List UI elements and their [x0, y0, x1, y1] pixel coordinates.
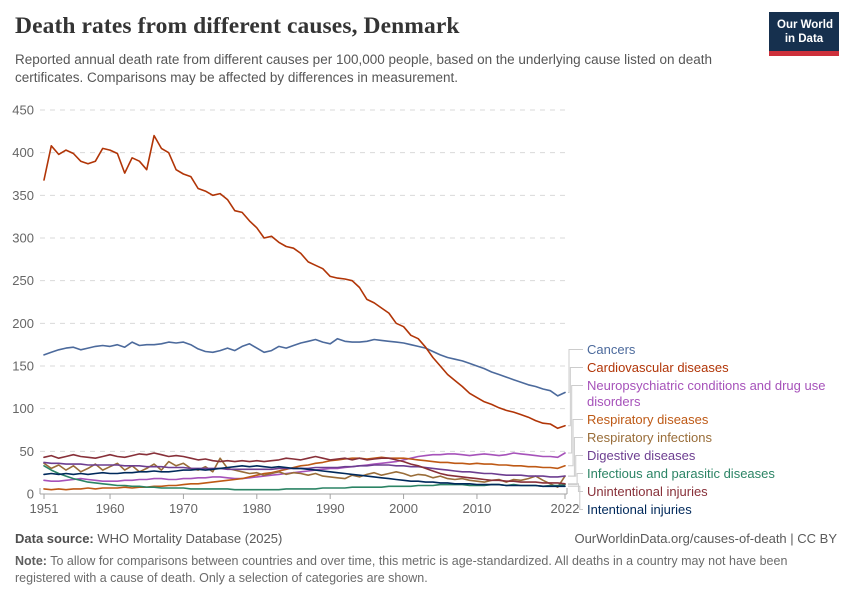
- series-line-cardiovascular-diseases[interactable]: [43, 134, 566, 430]
- legend-label-neuropsychiatric-conditions[interactable]: disorders: [587, 394, 641, 409]
- y-axis-label: 200: [12, 316, 34, 331]
- y-axis-label: 250: [12, 273, 34, 288]
- x-axis-label: 2000: [389, 501, 418, 516]
- series-line-intentional-injuries[interactable]: [43, 464, 566, 488]
- x-axis-label: 1980: [242, 501, 271, 516]
- legend-connector-respiratory-diseases: [568, 419, 583, 467]
- chart-subtitle: Reported annual death rate from differen…: [15, 52, 712, 86]
- legend-connector-unintentional-injuries: [568, 483, 583, 492]
- x-axis-label: 1990: [316, 501, 345, 516]
- series-line-cancers[interactable]: [43, 337, 566, 397]
- legend-label-unintentional-injuries[interactable]: Unintentional injuries: [587, 484, 708, 499]
- legend-connector-cardiovascular-diseases: [568, 367, 583, 427]
- footnote-label: Note:: [15, 554, 47, 568]
- y-axis-label: 300: [12, 231, 34, 246]
- data-source-value: WHO Mortality Database (2025): [97, 531, 283, 546]
- y-axis-label: 450: [12, 103, 34, 118]
- series-line-neuropsychiatric-conditions[interactable]: [43, 452, 566, 483]
- legend-label-cancers[interactable]: Cancers: [587, 342, 636, 357]
- y-axis-label: 400: [12, 145, 34, 160]
- x-axis-label: 2010: [462, 501, 491, 516]
- legend-label-intentional-injuries[interactable]: Intentional injuries: [587, 502, 692, 517]
- legend-label-cardiovascular-diseases[interactable]: Cardiovascular diseases: [587, 360, 729, 375]
- y-axis-label: 150: [12, 359, 34, 374]
- page-title: Death rates from different causes, Denma…: [15, 13, 460, 39]
- y-axis-label: 100: [12, 401, 34, 416]
- owid-logo-line2: in Data: [784, 33, 824, 46]
- series-line-unintentional-injuries[interactable]: [43, 452, 566, 485]
- footnote: Note: To allow for comparisons between c…: [15, 553, 839, 586]
- legend-connector-digestive-diseases: [568, 455, 583, 477]
- y-axis-label: 0: [27, 487, 34, 502]
- legend-label-digestive-diseases[interactable]: Digestive diseases: [587, 448, 696, 463]
- legend-connector-infectious-and-parasitic-diseases: [568, 473, 583, 486]
- footnote-text: To allow for comparisons between countri…: [15, 554, 788, 585]
- legend-label-neuropsychiatric-conditions[interactable]: Neuropsychiatric conditions and drug use: [587, 378, 825, 393]
- series-line-respiratory-diseases[interactable]: [43, 456, 566, 491]
- x-axis-label: 1960: [96, 501, 125, 516]
- owid-logo: Our World in Data: [769, 12, 839, 56]
- legend-connector-intentional-injuries: [568, 485, 583, 510]
- legend-connector-neuropsychiatric-conditions: [568, 385, 583, 454]
- series-line-infectious-and-parasitic-diseases[interactable]: [43, 464, 566, 491]
- x-axis-label: 1970: [169, 501, 198, 516]
- attribution: OurWorldinData.org/causes-of-death | CC …: [574, 531, 837, 546]
- legend-label-respiratory-diseases[interactable]: Respiratory diseases: [587, 412, 709, 427]
- legend-connector-cancers: [568, 349, 583, 393]
- y-axis-label: 350: [12, 188, 34, 203]
- x-axis-label: 1951: [30, 501, 59, 516]
- legend-label-respiratory-infections[interactable]: Respiratory infections: [587, 430, 712, 445]
- owid-logo-line1: Our World: [777, 19, 834, 31]
- y-axis-label: 50: [20, 444, 34, 459]
- footer-source-row: Data source: WHO Mortality Database (202…: [15, 531, 837, 546]
- legend-label-infectious-and-parasitic-diseases[interactable]: Infectious and parasitic diseases: [587, 466, 775, 481]
- data-source: Data source: WHO Mortality Database (202…: [15, 531, 282, 546]
- x-axis-label: 2022: [551, 501, 580, 516]
- data-source-label: Data source:: [15, 531, 94, 546]
